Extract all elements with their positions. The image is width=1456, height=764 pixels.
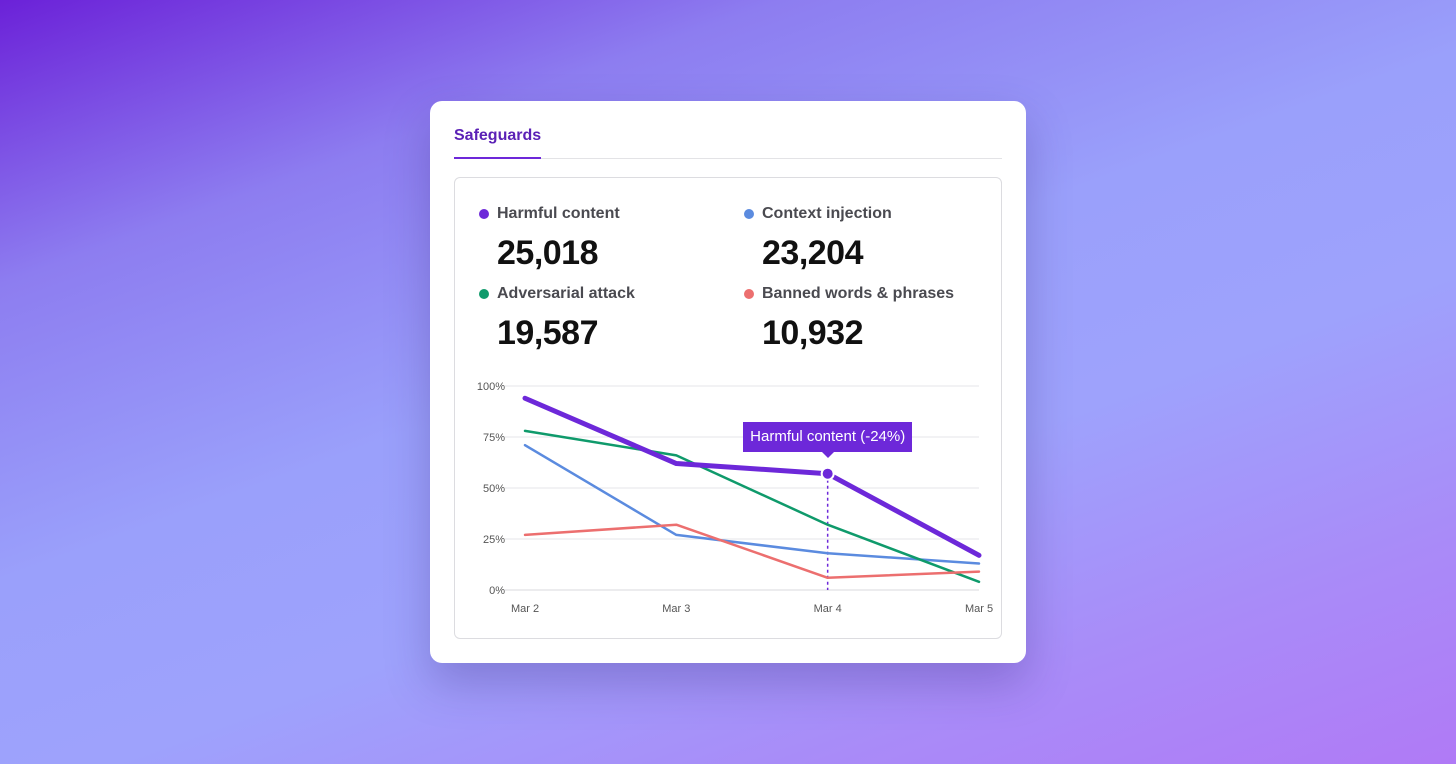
y-tick-label: 0%	[489, 585, 505, 597]
y-tick-label: 100%	[477, 381, 505, 393]
x-tick-label: Mar 5	[965, 603, 993, 615]
tab-bar: Safeguards	[454, 101, 1002, 159]
stat-label: Adversarial attack	[497, 285, 635, 302]
x-tick-label: Mar 2	[511, 603, 539, 615]
safeguards-card: Safeguards Harmful content 25,018 Contex…	[430, 101, 1026, 663]
series-line-context-injection	[523, 443, 981, 565]
series-line-harmful-content	[522, 395, 982, 558]
banned-words-legend-dot	[744, 289, 754, 299]
stat-label: Harmful content	[497, 205, 620, 222]
series-line-banned-words-phrases	[523, 523, 981, 580]
tooltip-point-marker	[820, 466, 835, 481]
stat-harmful-content: Harmful content 25,018	[479, 204, 719, 273]
line-chart: 0% 25% 50% 75% 100% Mar 2 Mar 3 Mar 4 Mar 5	[477, 381, 993, 615]
harmful-content-legend-dot	[479, 209, 489, 219]
stat-label: Banned words & phrases	[762, 285, 955, 302]
stat-value: 19,587	[497, 314, 599, 352]
stats-chart-panel: Harmful content 25,018 Context injection…	[454, 177, 1002, 639]
series-line-adversarial-attack	[523, 429, 981, 584]
x-tick-label: Mar 4	[814, 603, 842, 615]
chart-tooltip: Harmful content (-24%)	[743, 421, 913, 452]
y-tick-label: 75%	[483, 432, 505, 444]
stat-adversarial-attack: Adversarial attack 19,587	[479, 284, 719, 353]
stat-label: Context injection	[762, 205, 892, 222]
adversarial-attack-legend-dot	[479, 289, 489, 299]
tooltip-arrow	[821, 451, 834, 458]
y-tick-label: 50%	[483, 483, 505, 495]
stat-context-injection: Context injection 23,204	[744, 204, 984, 273]
stat-value: 25,018	[497, 234, 599, 272]
y-tick-label: 25%	[483, 534, 505, 546]
stat-value: 23,204	[762, 234, 864, 272]
stat-banned-words: Banned words & phrases 10,932	[744, 284, 984, 353]
x-tick-label: Mar 3	[662, 603, 690, 615]
context-injection-legend-dot	[744, 209, 754, 219]
tab-safeguards[interactable]: Safeguards	[454, 127, 542, 159]
stat-value: 10,932	[762, 314, 864, 352]
